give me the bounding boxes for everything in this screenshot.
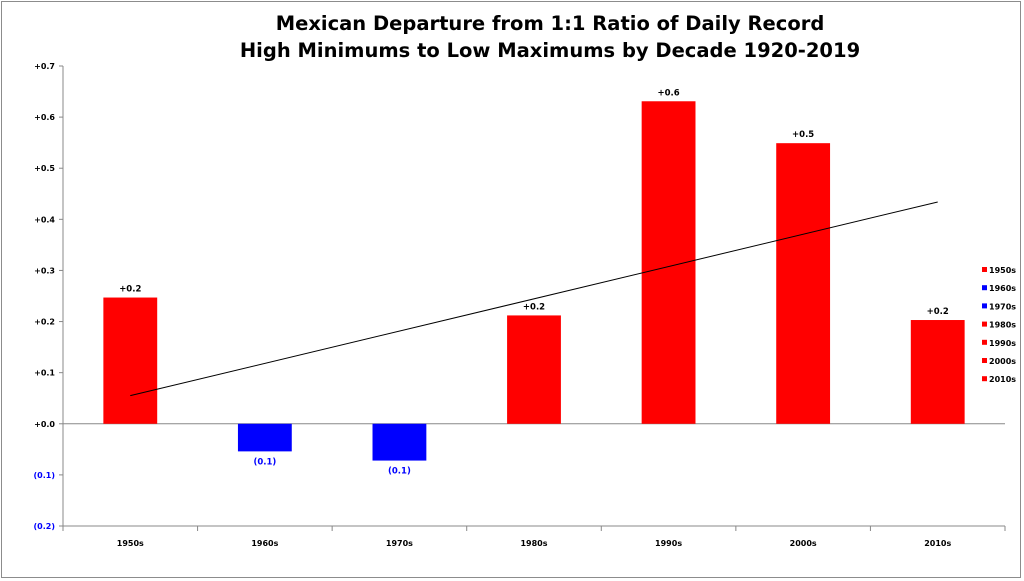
y-tick-label: +0.3 <box>34 266 55 275</box>
bar-2010s <box>910 320 965 424</box>
y-tick-label: +0.7 <box>34 62 55 71</box>
legend-label-1950s: 1950s <box>989 266 1016 275</box>
x-tick-label-2000s: 2000s <box>790 539 817 548</box>
legend-swatch-2010s <box>982 376 987 382</box>
bar-1980s <box>507 315 561 424</box>
legend-swatch-1950s <box>982 267 987 272</box>
data-label-2010s: +0.2 <box>927 307 949 317</box>
y-tick-label: +0.5 <box>34 164 55 173</box>
legend-swatch-1970s <box>982 303 987 309</box>
y-tick-label: (0.2) <box>34 522 55 531</box>
bar-2000s <box>776 143 831 424</box>
trendline <box>130 201 938 397</box>
legend-swatch-1960s <box>982 285 987 291</box>
data-label-1970s: (0.1) <box>388 467 411 477</box>
y-tick-label: +0.6 <box>34 113 55 122</box>
legend-swatch-2000s <box>982 358 987 363</box>
chart-title-line-1: Mexican Departure from 1:1 Ratio of Dail… <box>275 12 825 35</box>
legend-swatch-1990s <box>982 339 987 345</box>
bar-1990s <box>641 101 696 424</box>
legend-label-1990s: 1990s <box>989 339 1016 348</box>
x-tick-label-1980s: 1980s <box>520 539 547 548</box>
y-tick-label: (0.1) <box>34 471 55 480</box>
legend-swatch-1980s <box>982 321 987 327</box>
y-tick-label: +0.4 <box>34 215 55 224</box>
y-tick-label: +0.0 <box>34 420 55 429</box>
bar-1970s <box>372 423 427 461</box>
x-tick-label-1950s: 1950s <box>117 539 144 548</box>
data-label-1980s: +0.2 <box>523 302 545 312</box>
y-tick-label: +0.2 <box>34 318 55 327</box>
legend-label-1970s: 1970s <box>989 302 1016 311</box>
data-label-1990s: +0.6 <box>657 88 679 98</box>
data-label-1950s: +0.2 <box>119 285 141 295</box>
legend-label-2000s: 2000s <box>989 357 1016 366</box>
bar-1960s <box>237 423 292 452</box>
legend-label-2010s: 2010s <box>989 375 1016 384</box>
bar-1950s <box>103 297 158 424</box>
y-tick-label: +0.1 <box>34 369 55 378</box>
x-tick-label-1960s: 1960s <box>251 539 278 548</box>
x-tick-label-2010s: 2010s <box>924 539 951 548</box>
x-tick-label-1990s: 1990s <box>655 539 682 548</box>
data-label-1960s: (0.1) <box>253 457 276 467</box>
legend-label-1980s: 1980s <box>989 321 1016 330</box>
chart-title: Mexican Departure from 1:1 Ratio of Dail… <box>0 10 1024 64</box>
chart-title-line-2: High Minimums to Low Maximums by Decade … <box>239 39 861 62</box>
legend-label-1960s: 1960s <box>989 284 1016 293</box>
x-tick-label-1970s: 1970s <box>386 539 413 548</box>
data-label-2000s: +0.5 <box>792 130 814 140</box>
